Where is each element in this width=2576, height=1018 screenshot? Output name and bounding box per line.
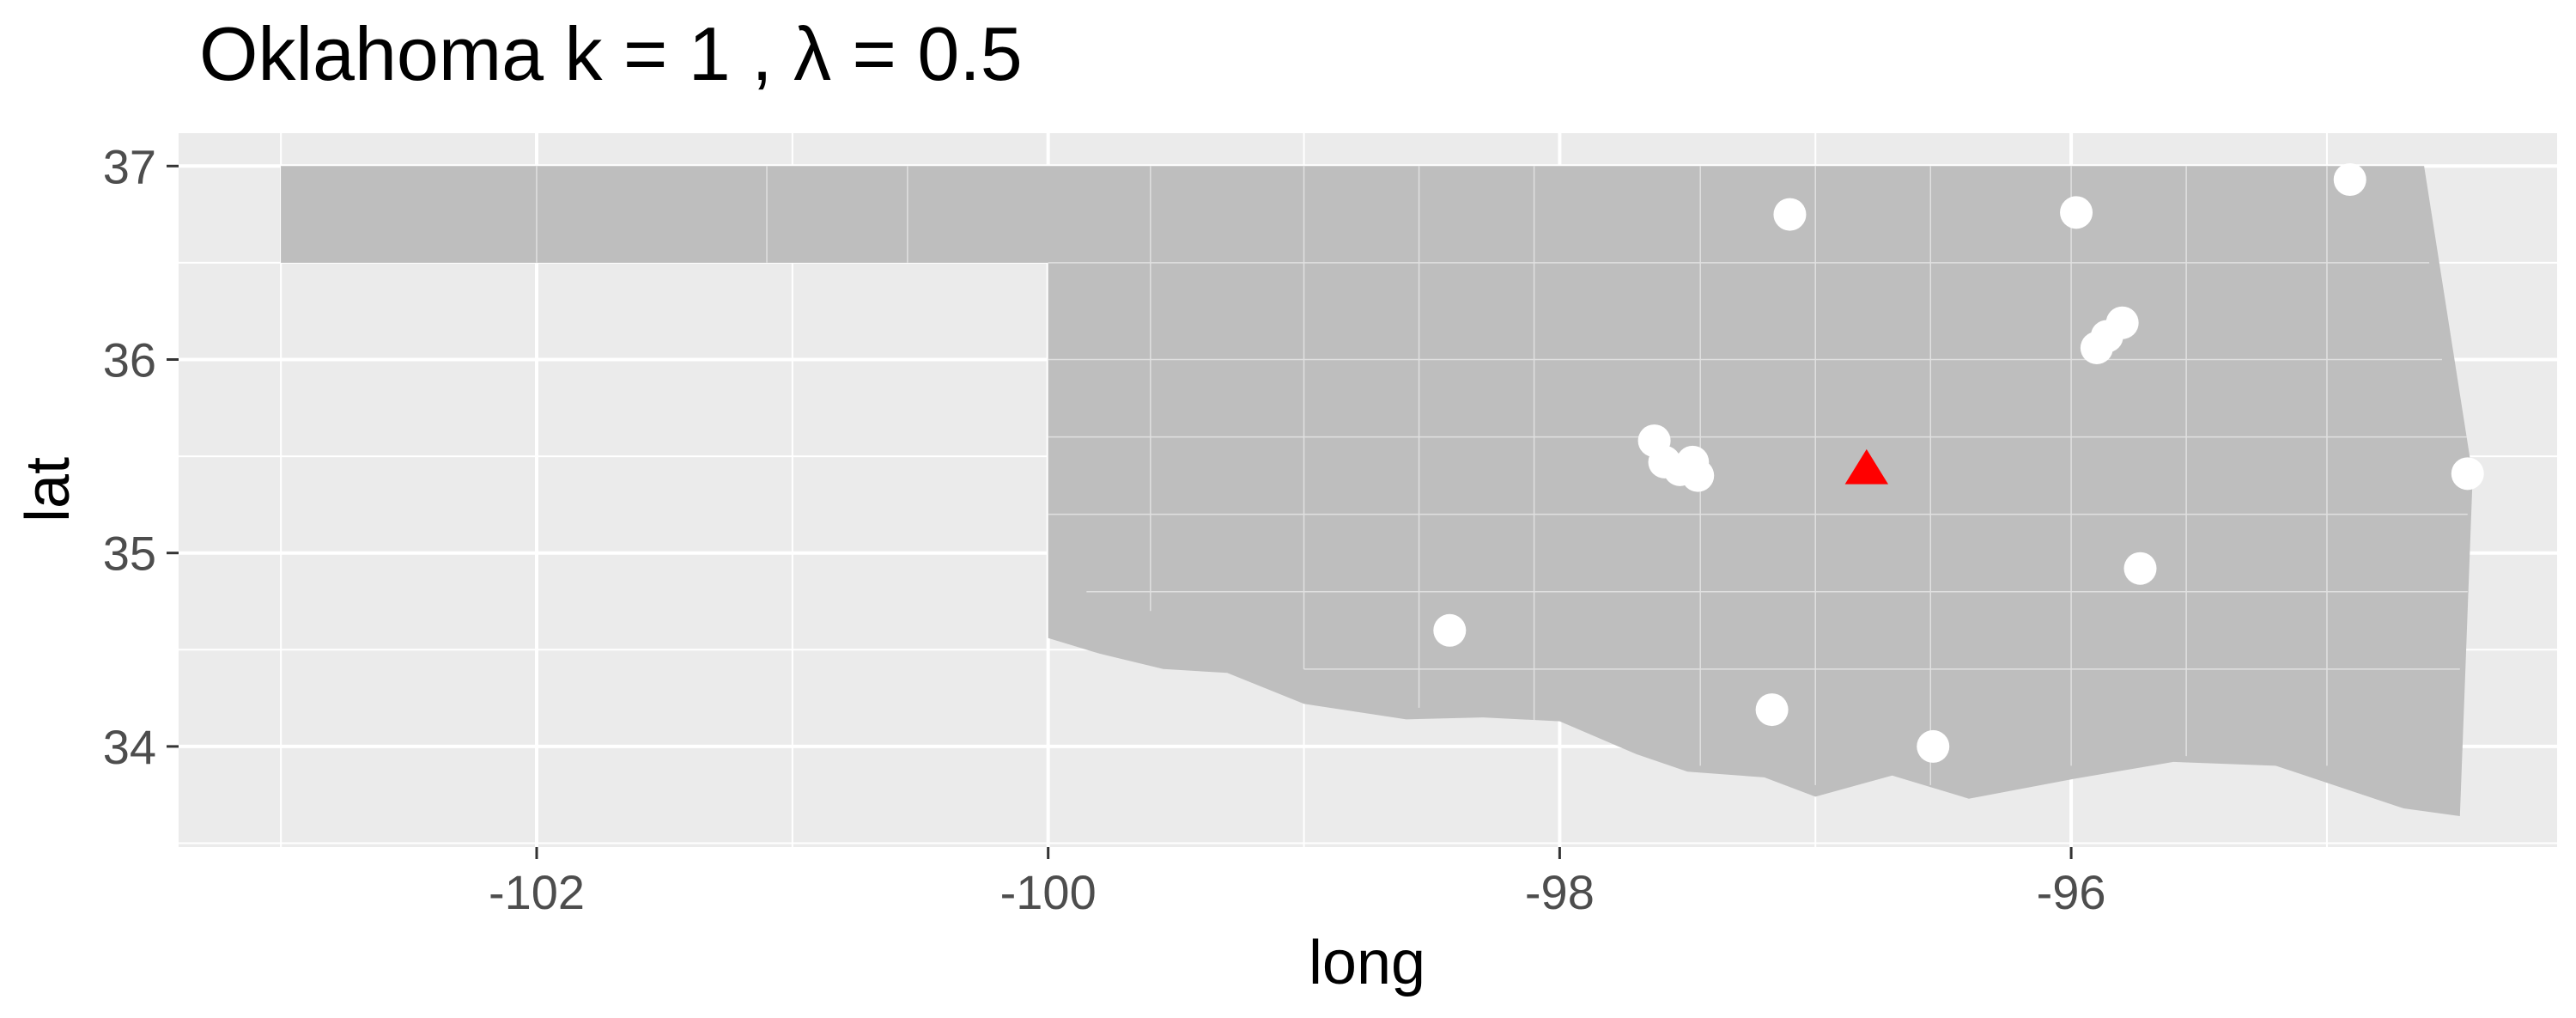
data-point bbox=[1433, 613, 1467, 647]
data-point bbox=[2123, 552, 2157, 585]
y-tick-label: 34 bbox=[103, 720, 156, 774]
x-tick-label: -96 bbox=[2037, 865, 2106, 919]
data-point bbox=[1755, 693, 1789, 727]
oklahoma-state-map bbox=[281, 166, 2473, 817]
x-tick-label: -100 bbox=[1000, 865, 1097, 919]
axis-ticks: -102 -100 -98 -96 34 35 36 37 bbox=[103, 139, 2106, 919]
state-shape bbox=[281, 166, 2473, 817]
plot-title: Oklahoma k = 1 , λ = 0.5 bbox=[199, 11, 1023, 96]
y-axis-title: lat bbox=[14, 457, 82, 522]
x-axis-title: long bbox=[1309, 929, 1425, 997]
y-tick-label: 36 bbox=[103, 332, 156, 387]
data-point bbox=[2333, 163, 2366, 197]
data-point bbox=[2451, 457, 2484, 491]
data-point bbox=[1917, 729, 1950, 763]
county-boundaries bbox=[536, 166, 2468, 785]
center-marker bbox=[1844, 448, 1889, 485]
y-tick-label: 35 bbox=[103, 527, 156, 581]
y-tick-label: 37 bbox=[103, 139, 156, 193]
x-tick-label: -102 bbox=[489, 865, 585, 919]
data-point bbox=[2080, 331, 2113, 364]
data-points bbox=[1433, 163, 2484, 763]
x-tick-label: -98 bbox=[1525, 865, 1595, 919]
data-point bbox=[1681, 459, 1715, 492]
data-point bbox=[1773, 198, 1807, 231]
data-point bbox=[2060, 196, 2093, 229]
